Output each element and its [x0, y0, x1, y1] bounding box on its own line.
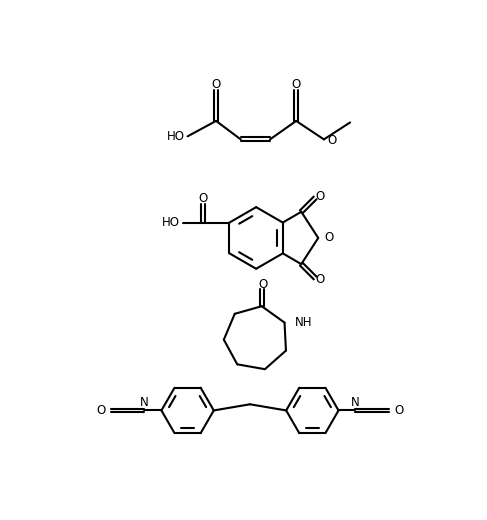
Text: O: O [292, 78, 301, 91]
Text: N: N [140, 396, 149, 409]
Text: O: O [324, 231, 334, 244]
Text: O: O [315, 190, 324, 203]
Text: O: O [315, 273, 324, 286]
Text: O: O [199, 192, 208, 205]
Text: O: O [327, 134, 336, 147]
Text: O: O [259, 278, 268, 291]
Text: O: O [395, 404, 404, 417]
Text: HO: HO [168, 130, 185, 143]
Text: NH: NH [295, 316, 313, 329]
Text: HO: HO [162, 216, 180, 229]
Text: O: O [211, 78, 221, 91]
Text: N: N [351, 396, 360, 409]
Text: O: O [96, 404, 105, 417]
